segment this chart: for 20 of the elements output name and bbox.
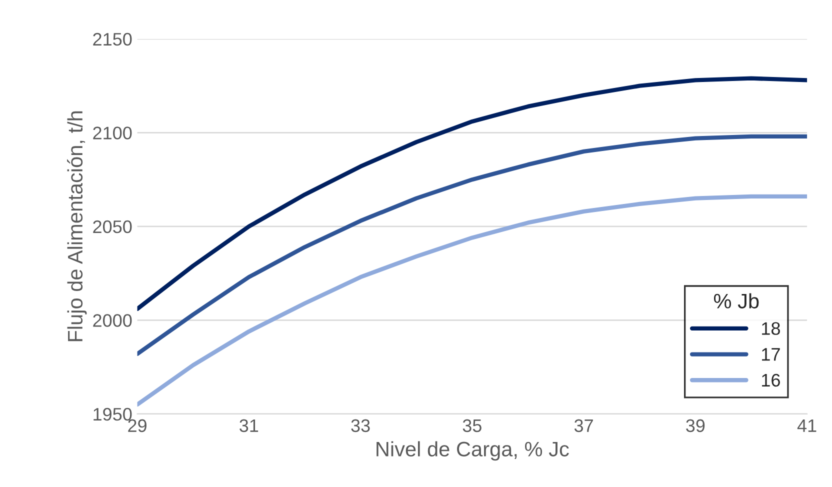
legend-label: 17 [762, 348, 780, 361]
y-tick-label: 2000 [93, 314, 132, 327]
x-tick-label: 39 [686, 419, 705, 432]
y-tick-label: 1950 [94, 408, 132, 421]
x-tick-label: 37 [574, 419, 593, 432]
line-series [137, 76, 808, 312]
legend-label: 18 [762, 322, 780, 335]
x-tick-label: 33 [351, 419, 370, 432]
x-tick-label: 35 [462, 419, 482, 432]
x-tick-label: 31 [240, 419, 258, 432]
x-tick-label: 41 [797, 419, 816, 432]
legend-title: % Jb [714, 293, 759, 309]
y-tick-label: 2150 [93, 32, 132, 46]
y-axis-title: Flujo de Alimentación, t/h [67, 111, 87, 342]
y-tick-label: 2050 [93, 220, 132, 234]
x-axis-title: Nivel de Carga, % Jc [376, 441, 569, 461]
legend-label: 16 [762, 374, 780, 387]
x-tick-label: 29 [128, 419, 146, 432]
line-series [137, 194, 808, 407]
y-tick-label: 2100 [93, 126, 132, 140]
